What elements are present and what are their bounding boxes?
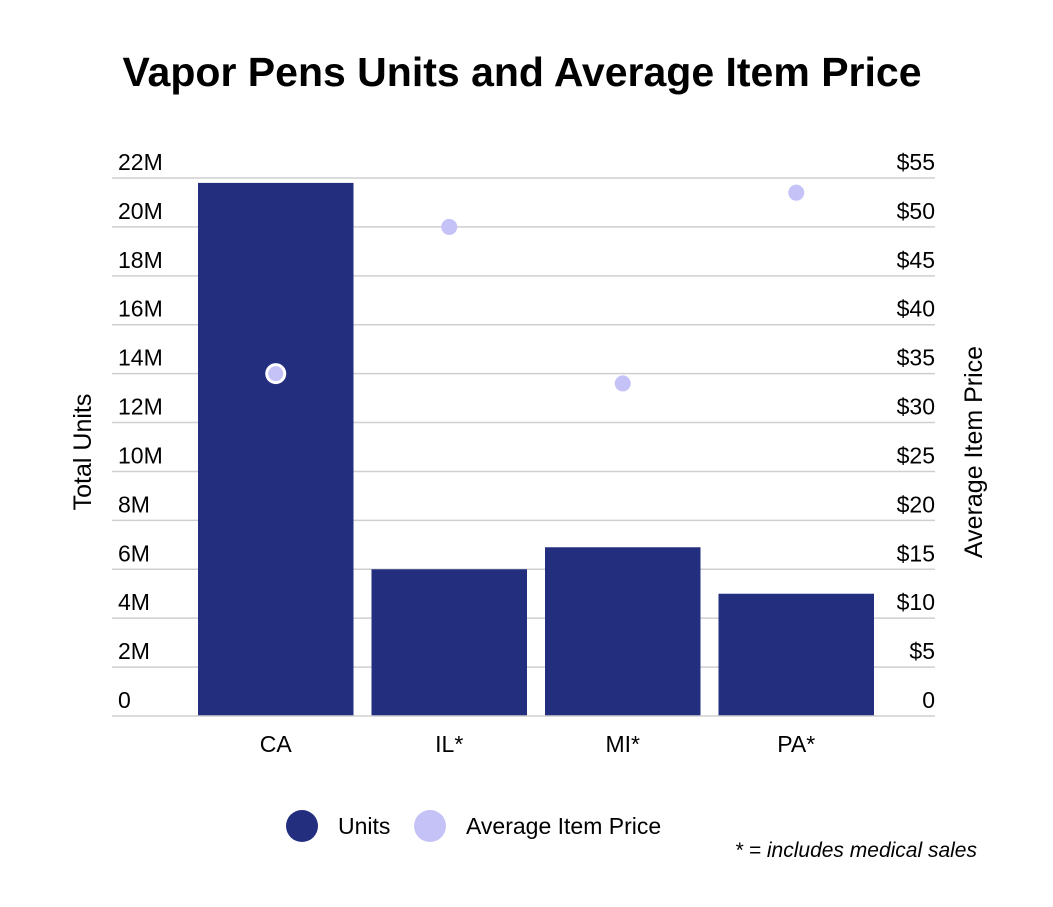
y-tick-label-right: $35	[897, 345, 935, 371]
y-tick-label-left: 8M	[118, 491, 150, 517]
legend-label-price: Average Item Price	[466, 813, 661, 839]
right-axis-ticks: 0 $5 $10 $15 $20 $25 $30 $35 $40 $45 $50 $55	[897, 149, 935, 713]
bar-pa	[718, 593, 874, 716]
y-tick-label-left: 12M	[118, 394, 163, 420]
y-tick-label-left: 22M	[118, 149, 163, 175]
legend-swatch-price	[414, 810, 446, 842]
y-tick-label-right: $55	[897, 149, 935, 175]
y-tick-label-left: 6M	[118, 540, 150, 566]
y-tick-label-left: 2M	[118, 638, 150, 664]
x-tick-label: MI*	[606, 731, 641, 757]
bar-mi	[545, 547, 701, 716]
y-axis-label-right: Average Item Price	[960, 346, 988, 558]
y-tick-label-right: $50	[897, 198, 935, 224]
x-tick-label: CA	[260, 731, 293, 757]
y-tick-label-left: 14M	[118, 345, 163, 371]
y-axis-label-left: Total Units	[69, 394, 97, 511]
y-tick-label-left: 18M	[118, 247, 163, 273]
y-tick-label-left: 4M	[118, 589, 150, 615]
y-tick-label-right: $5	[909, 638, 935, 664]
y-tick-label-right: $40	[897, 296, 935, 322]
y-tick-label-left: 16M	[118, 296, 163, 322]
price-points	[265, 184, 805, 392]
y-tick-label-right: $45	[897, 247, 935, 273]
price-point-mi	[614, 375, 631, 392]
footnote: * = includes medical sales	[735, 839, 978, 862]
y-tick-label-right: $20	[897, 491, 935, 517]
x-axis-ticks: CA IL* MI* PA*	[260, 731, 815, 757]
x-tick-label: IL*	[435, 731, 463, 757]
left-axis-ticks: 0 2M 4M 6M 8M 10M 12M 14M 16M 18M 20M 22M	[118, 149, 163, 713]
price-point-pa	[788, 184, 805, 201]
y-tick-label-right: $10	[897, 589, 935, 615]
y-tick-label-left: 0	[118, 687, 131, 713]
y-tick-label-right: 0	[922, 687, 935, 713]
legend: Units Average Item Price	[286, 810, 661, 842]
chart-title: Vapor Pens Units and Average Item Price	[122, 49, 921, 95]
price-point-ca	[265, 363, 287, 385]
bar-ca	[198, 182, 354, 716]
x-tick-label: PA*	[777, 731, 815, 757]
y-tick-label-right: $15	[897, 540, 935, 566]
y-tick-label-left: 20M	[118, 198, 163, 224]
y-tick-label-right: $30	[897, 394, 935, 420]
legend-label-units: Units	[338, 813, 390, 839]
price-point-il	[441, 218, 458, 235]
bar-il	[371, 569, 527, 716]
bars	[198, 182, 874, 716]
legend-swatch-units	[286, 810, 318, 842]
y-tick-label-right: $25	[897, 442, 935, 468]
y-tick-label-left: 10M	[118, 442, 163, 468]
